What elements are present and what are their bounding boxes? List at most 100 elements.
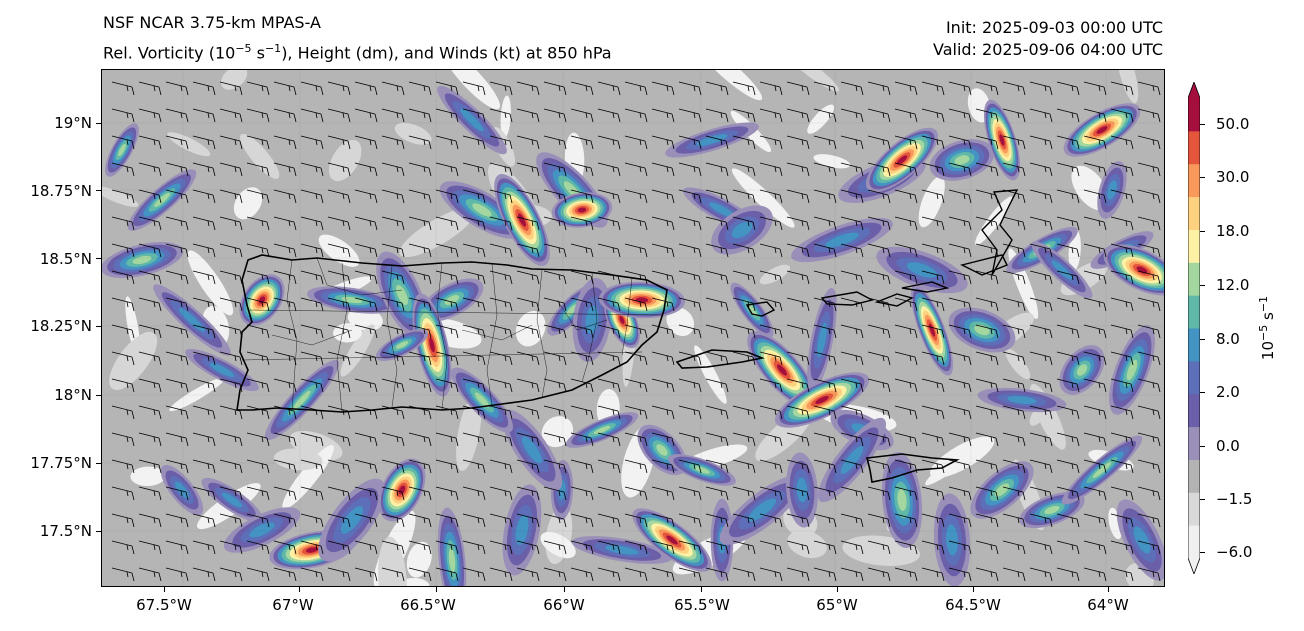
wind-barb (1110, 513, 1134, 528)
wind-barb (894, 216, 918, 231)
wind-barb (516, 270, 540, 285)
wind-barb (219, 162, 243, 177)
vorticity-contour (154, 192, 170, 208)
wind-barb (138, 324, 162, 339)
wind-barb (516, 432, 540, 447)
near-zero-patch (1116, 70, 1139, 104)
vorticity-contour (521, 436, 543, 464)
wind-barb (354, 108, 378, 123)
st-croix-outline (866, 453, 960, 483)
wind-barb (678, 216, 702, 231)
wind-barb (111, 135, 135, 150)
wind-barb (1056, 351, 1080, 366)
wind-barb (705, 351, 729, 366)
wind-barb (651, 324, 675, 339)
wind-barb (138, 216, 162, 231)
wind-barb (246, 270, 270, 285)
wind-barb (354, 486, 378, 501)
y-tick-17-5: 17.5°N (39, 522, 92, 540)
wind-barb (327, 513, 351, 528)
vorticity-contour (747, 303, 757, 317)
near-zero-patch (807, 104, 835, 134)
wind-barb (489, 324, 513, 339)
wind-barb (273, 270, 297, 285)
wind-barb (813, 216, 837, 231)
wind-barb (246, 540, 270, 555)
wind-barb (165, 162, 189, 177)
wind-barb (597, 405, 621, 420)
wind-barb (543, 243, 567, 258)
wind-barb (921, 378, 945, 393)
wind-barb (192, 432, 216, 447)
wind-barb (138, 378, 162, 393)
wind-barb (1056, 486, 1080, 501)
wind-barb (381, 162, 405, 177)
wind-barb (192, 486, 216, 501)
wind-barb (1110, 351, 1134, 366)
wind-barb (813, 243, 837, 258)
cbar-mark (1200, 177, 1205, 178)
wind-barb (1029, 324, 1053, 339)
wind-barb (705, 297, 729, 312)
wind-barb (1029, 540, 1053, 555)
wind-barb (651, 567, 675, 582)
wind-barb (1083, 243, 1107, 258)
wind-barb (273, 297, 297, 312)
wind-barb (408, 432, 432, 447)
wind-barb (192, 189, 216, 204)
wind-barb (1083, 513, 1107, 528)
wind-barb (624, 405, 648, 420)
wind-barb (894, 432, 918, 447)
wind-barb (651, 189, 675, 204)
wind-barb (543, 567, 567, 582)
wind-barb (138, 81, 162, 96)
x-tickmark (701, 586, 702, 592)
wind-barb (192, 81, 216, 96)
wind-barb (867, 567, 891, 582)
wind-barb (408, 108, 432, 123)
wind-barb (948, 243, 972, 258)
wind-barb (138, 459, 162, 474)
vorticity-contour (619, 315, 625, 325)
wind-barb (435, 135, 459, 150)
wind-barb (408, 162, 432, 177)
wind-barb (489, 351, 513, 366)
wind-barb (408, 351, 432, 366)
vorticity-contour (906, 262, 938, 278)
wind-barb (435, 162, 459, 177)
wind-barb (219, 243, 243, 258)
wind-barb (570, 216, 594, 231)
wind-barb (597, 378, 621, 393)
wind-barb (219, 459, 243, 474)
wind-barb (435, 513, 459, 528)
x-tick-65-5: 65.5°W (674, 596, 730, 614)
wind-barb (192, 513, 216, 528)
wind-barb (1002, 459, 1026, 474)
wind-barb (354, 81, 378, 96)
wind-barb (975, 162, 999, 177)
cbar-tick-0: 0.0 (1216, 437, 1240, 455)
wind-barb (381, 513, 405, 528)
cbar-mark (1200, 499, 1205, 500)
wind-barb (570, 108, 594, 123)
valid-time: Valid: 2025-09-06 04:00 UTC (932, 40, 1163, 59)
wind-barb (894, 351, 918, 366)
wind-barb (354, 135, 378, 150)
wind-barb (1002, 378, 1026, 393)
st-thomas-outline (820, 291, 874, 306)
wind-barb (570, 270, 594, 285)
wind-barb (705, 108, 729, 123)
wind-barb (948, 297, 972, 312)
vorticity-contour (209, 362, 235, 378)
wind-barb (1002, 324, 1026, 339)
vorticity-contour (1051, 260, 1073, 280)
wind-barb (354, 540, 378, 555)
wind-barb (975, 108, 999, 123)
wind-barb (543, 459, 567, 474)
wind-barb (1137, 432, 1161, 447)
wind-barb (867, 405, 891, 420)
wind-barb (138, 405, 162, 420)
wind-barb (705, 81, 729, 96)
wind-barb (489, 243, 513, 258)
colorbar-band (1188, 98, 1200, 132)
